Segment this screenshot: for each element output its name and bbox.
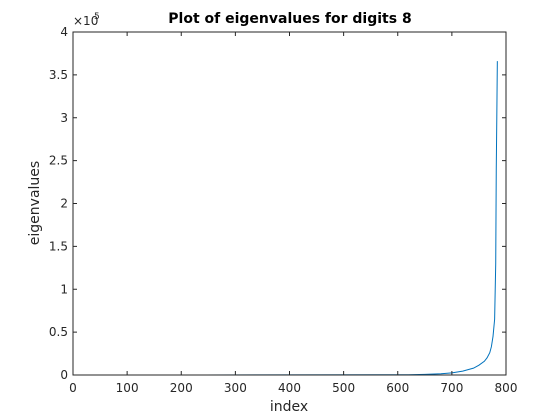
y-tick-label: 1.5 xyxy=(49,239,68,253)
y-exponent-power: 5 xyxy=(94,12,100,22)
y-axis-label: eigenvalues xyxy=(27,161,43,245)
y-tick-label: 3.5 xyxy=(49,68,68,82)
x-tick-label: 0 xyxy=(69,381,77,395)
y-tick-label: 0.5 xyxy=(49,325,68,339)
y-tick-label: 2 xyxy=(60,197,68,211)
x-tick-label: 200 xyxy=(170,381,193,395)
x-tick-label: 800 xyxy=(495,381,518,395)
x-tick-label: 300 xyxy=(224,381,247,395)
x-axis-label: index xyxy=(270,399,308,415)
x-tick-label: 600 xyxy=(386,381,409,395)
x-tick-label: 700 xyxy=(440,381,463,395)
x-tick-label: 400 xyxy=(278,381,301,395)
y-axis-exponent: ×10 5 xyxy=(73,12,100,28)
y-tick-label: 0 xyxy=(60,368,68,382)
x-tick-label: 100 xyxy=(116,381,139,395)
y-tick-label: 3 xyxy=(60,111,68,125)
y-tick-label: 4 xyxy=(60,25,68,39)
chart-title: Plot of eigenvalues for digits 8 xyxy=(168,11,411,27)
y-tick-label: 1 xyxy=(60,282,68,296)
y-tick-label: 2.5 xyxy=(49,154,68,168)
x-tick-label: 500 xyxy=(332,381,355,395)
plot-area xyxy=(73,32,506,375)
